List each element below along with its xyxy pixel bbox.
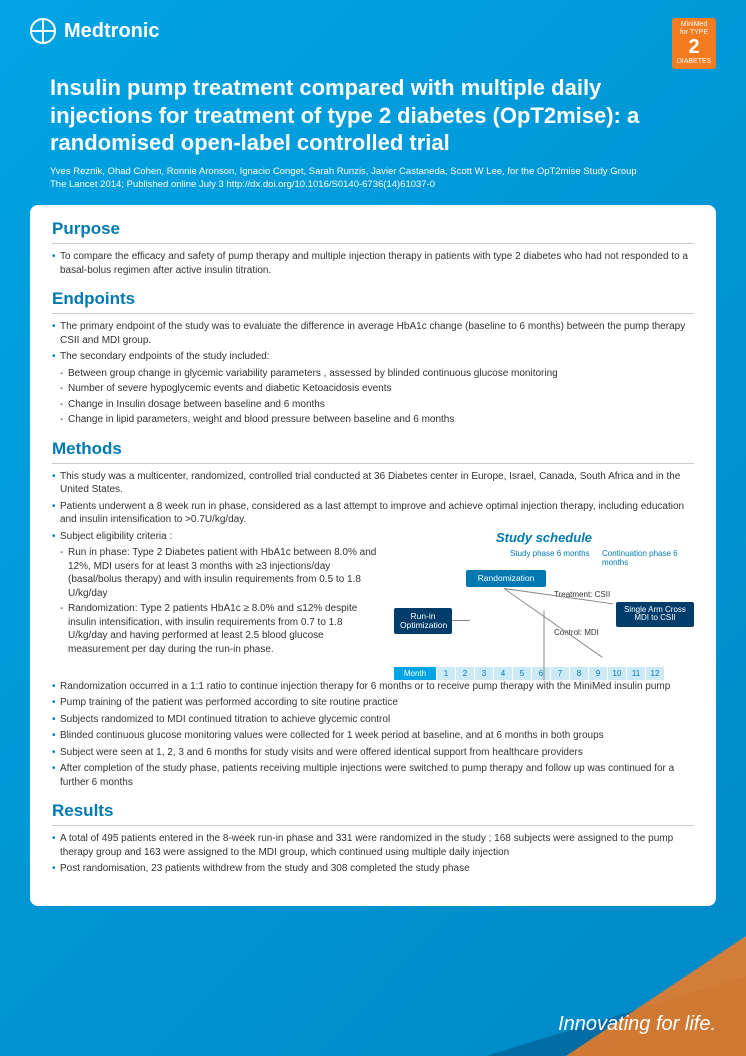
randomization-box: Randomization xyxy=(466,570,546,587)
endpoints-sub: Change in lipid parameters, weight and b… xyxy=(52,413,694,427)
title-block: Insulin pump treatment compared with mul… xyxy=(0,54,746,205)
results-section: Results A total of 495 patients entered … xyxy=(52,801,694,876)
content-panel: Purpose To compare the efficacy and safe… xyxy=(30,205,716,906)
month-cell: 1 xyxy=(437,667,455,680)
month-cell: 7 xyxy=(551,667,569,680)
methods-section: Methods This study was a multicenter, ra… xyxy=(52,439,694,790)
month-cell: 11 xyxy=(627,667,645,680)
methods-item: Pump training of the patient was perform… xyxy=(52,696,694,710)
month-cell: 4 xyxy=(494,667,512,680)
study-schedule: Study schedule Study phase 6 months Cont… xyxy=(394,530,694,680)
endpoints-sub: Between group change in glycemic variabi… xyxy=(52,367,694,381)
diagram-line xyxy=(452,620,470,621)
diagram-line xyxy=(544,610,545,680)
phase1-label: Study phase 6 months xyxy=(510,549,602,567)
methods-item: Subject were seen at 1, 2, 3 and 6 month… xyxy=(52,746,694,760)
brand-logo: Medtronic xyxy=(30,18,716,44)
month-cell: 9 xyxy=(589,667,607,680)
methods-item: Blinded continuous glucose monitoring va… xyxy=(52,729,694,743)
month-cell: 5 xyxy=(513,667,531,680)
purpose-section: Purpose To compare the efficacy and safe… xyxy=(52,219,694,277)
endpoints-heading: Endpoints xyxy=(52,289,694,309)
methods-item: This study was a multicenter, randomized… xyxy=(52,470,694,497)
results-item: Post randomisation, 23 patients withdrew… xyxy=(52,862,694,876)
purpose-heading: Purpose xyxy=(52,219,694,239)
crossover-box: Single Arm Cross MDI to CSII xyxy=(616,602,694,628)
endpoints-b1: The primary endpoint of the study was to… xyxy=(52,320,694,347)
poster-title: Insulin pump treatment compared with mul… xyxy=(50,74,696,157)
month-cell: 6 xyxy=(532,667,550,680)
endpoints-sub: Change in Insulin dosage between baselin… xyxy=(52,398,694,412)
results-heading: Results xyxy=(52,801,694,821)
badge-line2: for TYPE xyxy=(680,29,708,36)
header: Medtronic MiniMed for TYPE 2 DIABETES xyxy=(0,0,746,54)
schedule-diagram: Randomization Run-in Optimization Single… xyxy=(394,570,694,665)
authors: Yves Reznik, Ohad Cohen, Ronnie Aronson,… xyxy=(50,165,696,178)
month-cell: 8 xyxy=(570,667,588,680)
endpoints-b2: The secondary endpoints of the study inc… xyxy=(52,350,694,364)
runin-box: Run-in Optimization xyxy=(394,608,452,635)
purpose-item: To compare the efficacy and safety of pu… xyxy=(52,250,694,277)
methods-item: After completion of the study phase, pat… xyxy=(52,762,694,789)
results-item: A total of 495 patients entered in the 8… xyxy=(52,832,694,859)
elig-sub: Randomization: Type 2 patients HbA1c ≥ 8… xyxy=(52,602,382,656)
methods-heading: Methods xyxy=(52,439,694,459)
badge-line1: MiniMed xyxy=(681,21,707,28)
month-cell: 10 xyxy=(608,667,626,680)
month-label: Month xyxy=(394,667,436,680)
methods-item: Subjects randomized to MDI continued tit… xyxy=(52,713,694,727)
footer-triangle-orange xyxy=(566,936,746,1056)
phase2-label: Continuation phase 6 months xyxy=(602,549,694,567)
endpoints-sub: Number of severe hypoglycemic events and… xyxy=(52,382,694,396)
methods-item: Randomization occurred in a 1:1 ratio to… xyxy=(52,680,694,694)
tagline: Innovating for life. xyxy=(558,1013,716,1036)
month-cell: 12 xyxy=(646,667,664,680)
endpoints-section: Endpoints The primary endpoint of the st… xyxy=(52,289,694,427)
badge-line3: DIABETES xyxy=(677,58,712,65)
badge-big: 2 xyxy=(672,36,716,58)
product-badge: MiniMed for TYPE 2 DIABETES xyxy=(672,18,716,69)
schedule-title: Study schedule xyxy=(394,530,694,545)
elig-sub: Run in phase: Type 2 Diabetes patient wi… xyxy=(52,546,382,600)
month-cell: 2 xyxy=(456,667,474,680)
citation: The Lancet 2014; Published online July 3… xyxy=(50,178,696,191)
elig-label: Subject eligibility criteria : xyxy=(52,530,382,544)
brand-name: Medtronic xyxy=(64,20,160,43)
methods-item: Patients underwent a 8 week run in phase… xyxy=(52,500,694,527)
logo-icon xyxy=(30,18,56,44)
month-cell: 3 xyxy=(475,667,493,680)
